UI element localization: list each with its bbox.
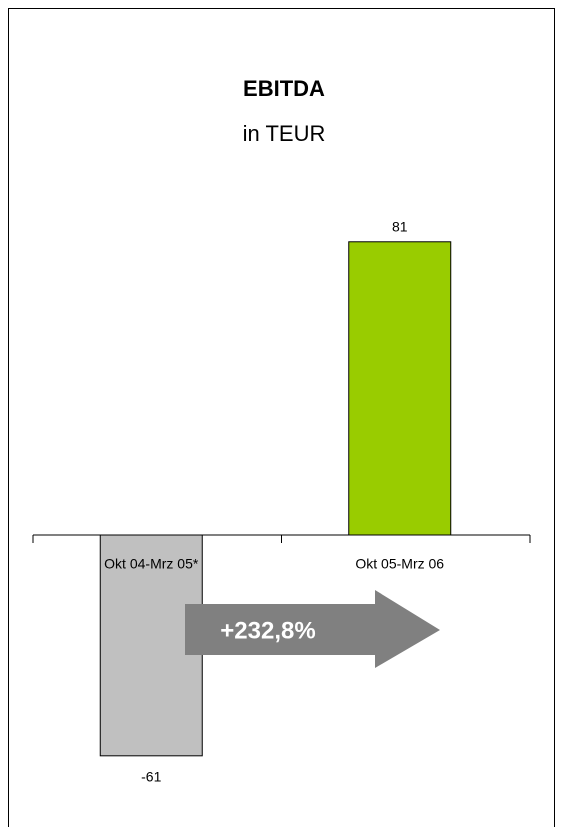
- frame: [8, 8, 555, 827]
- arrow: [185, 590, 440, 668]
- value-label: 81: [392, 218, 408, 234]
- annotation: +232,8%: [220, 617, 315, 644]
- value-label: -61: [141, 769, 161, 785]
- x-tick-label: Okt 05-Mrz 06: [355, 556, 444, 572]
- bar: [348, 241, 452, 536]
- chart-subtitle: in TEUR: [243, 121, 326, 146]
- x-tick-label: Okt 04-Mrz 05*: [104, 556, 199, 572]
- chart-title: EBITDA: [243, 76, 325, 101]
